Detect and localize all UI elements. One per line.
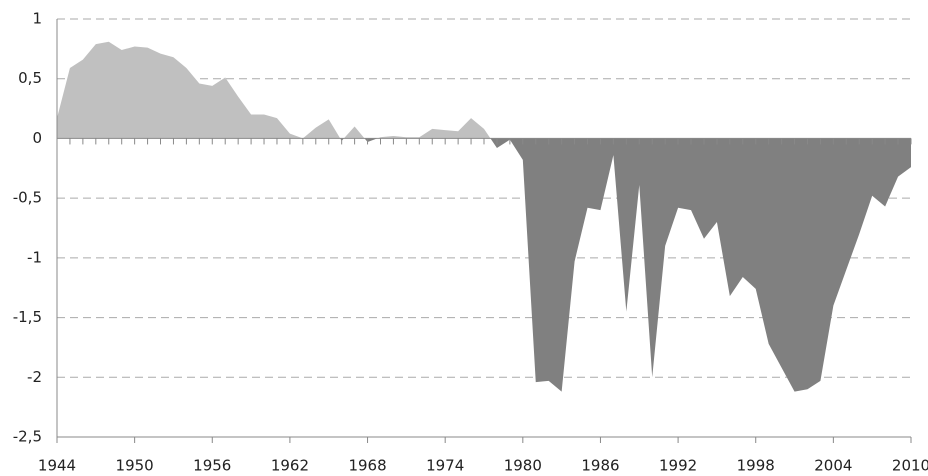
x-tick-label: 1974 bbox=[426, 457, 464, 475]
x-tick-label: 1986 bbox=[581, 457, 619, 475]
area-positive bbox=[57, 41, 491, 139]
x-tick-label: 1950 bbox=[116, 457, 154, 475]
y-tick-label: -2 bbox=[27, 368, 42, 386]
x-tick-label: 1968 bbox=[348, 457, 386, 475]
x-tick-label: 1998 bbox=[737, 457, 775, 475]
area-negative bbox=[57, 138, 911, 392]
y-tick-label: 1 bbox=[32, 10, 42, 28]
x-tick-label: 1992 bbox=[659, 457, 697, 475]
y-tick-label: -2,5 bbox=[13, 428, 42, 446]
y-tick-label: -1 bbox=[27, 248, 42, 266]
y-tick-label: -1,5 bbox=[13, 308, 42, 326]
x-tick-label: 2004 bbox=[814, 457, 852, 475]
x-tick-label: 1962 bbox=[271, 457, 309, 475]
x-tick-label: 2010 bbox=[892, 457, 928, 475]
y-tick-label: 0,5 bbox=[18, 69, 42, 87]
y-tick-label: 0 bbox=[32, 129, 42, 147]
x-tick-label: 1956 bbox=[193, 457, 231, 475]
x-tick-label: 1980 bbox=[504, 457, 542, 475]
x-tick-label: 1944 bbox=[38, 457, 76, 475]
y-tick-label: -0,5 bbox=[13, 189, 42, 207]
